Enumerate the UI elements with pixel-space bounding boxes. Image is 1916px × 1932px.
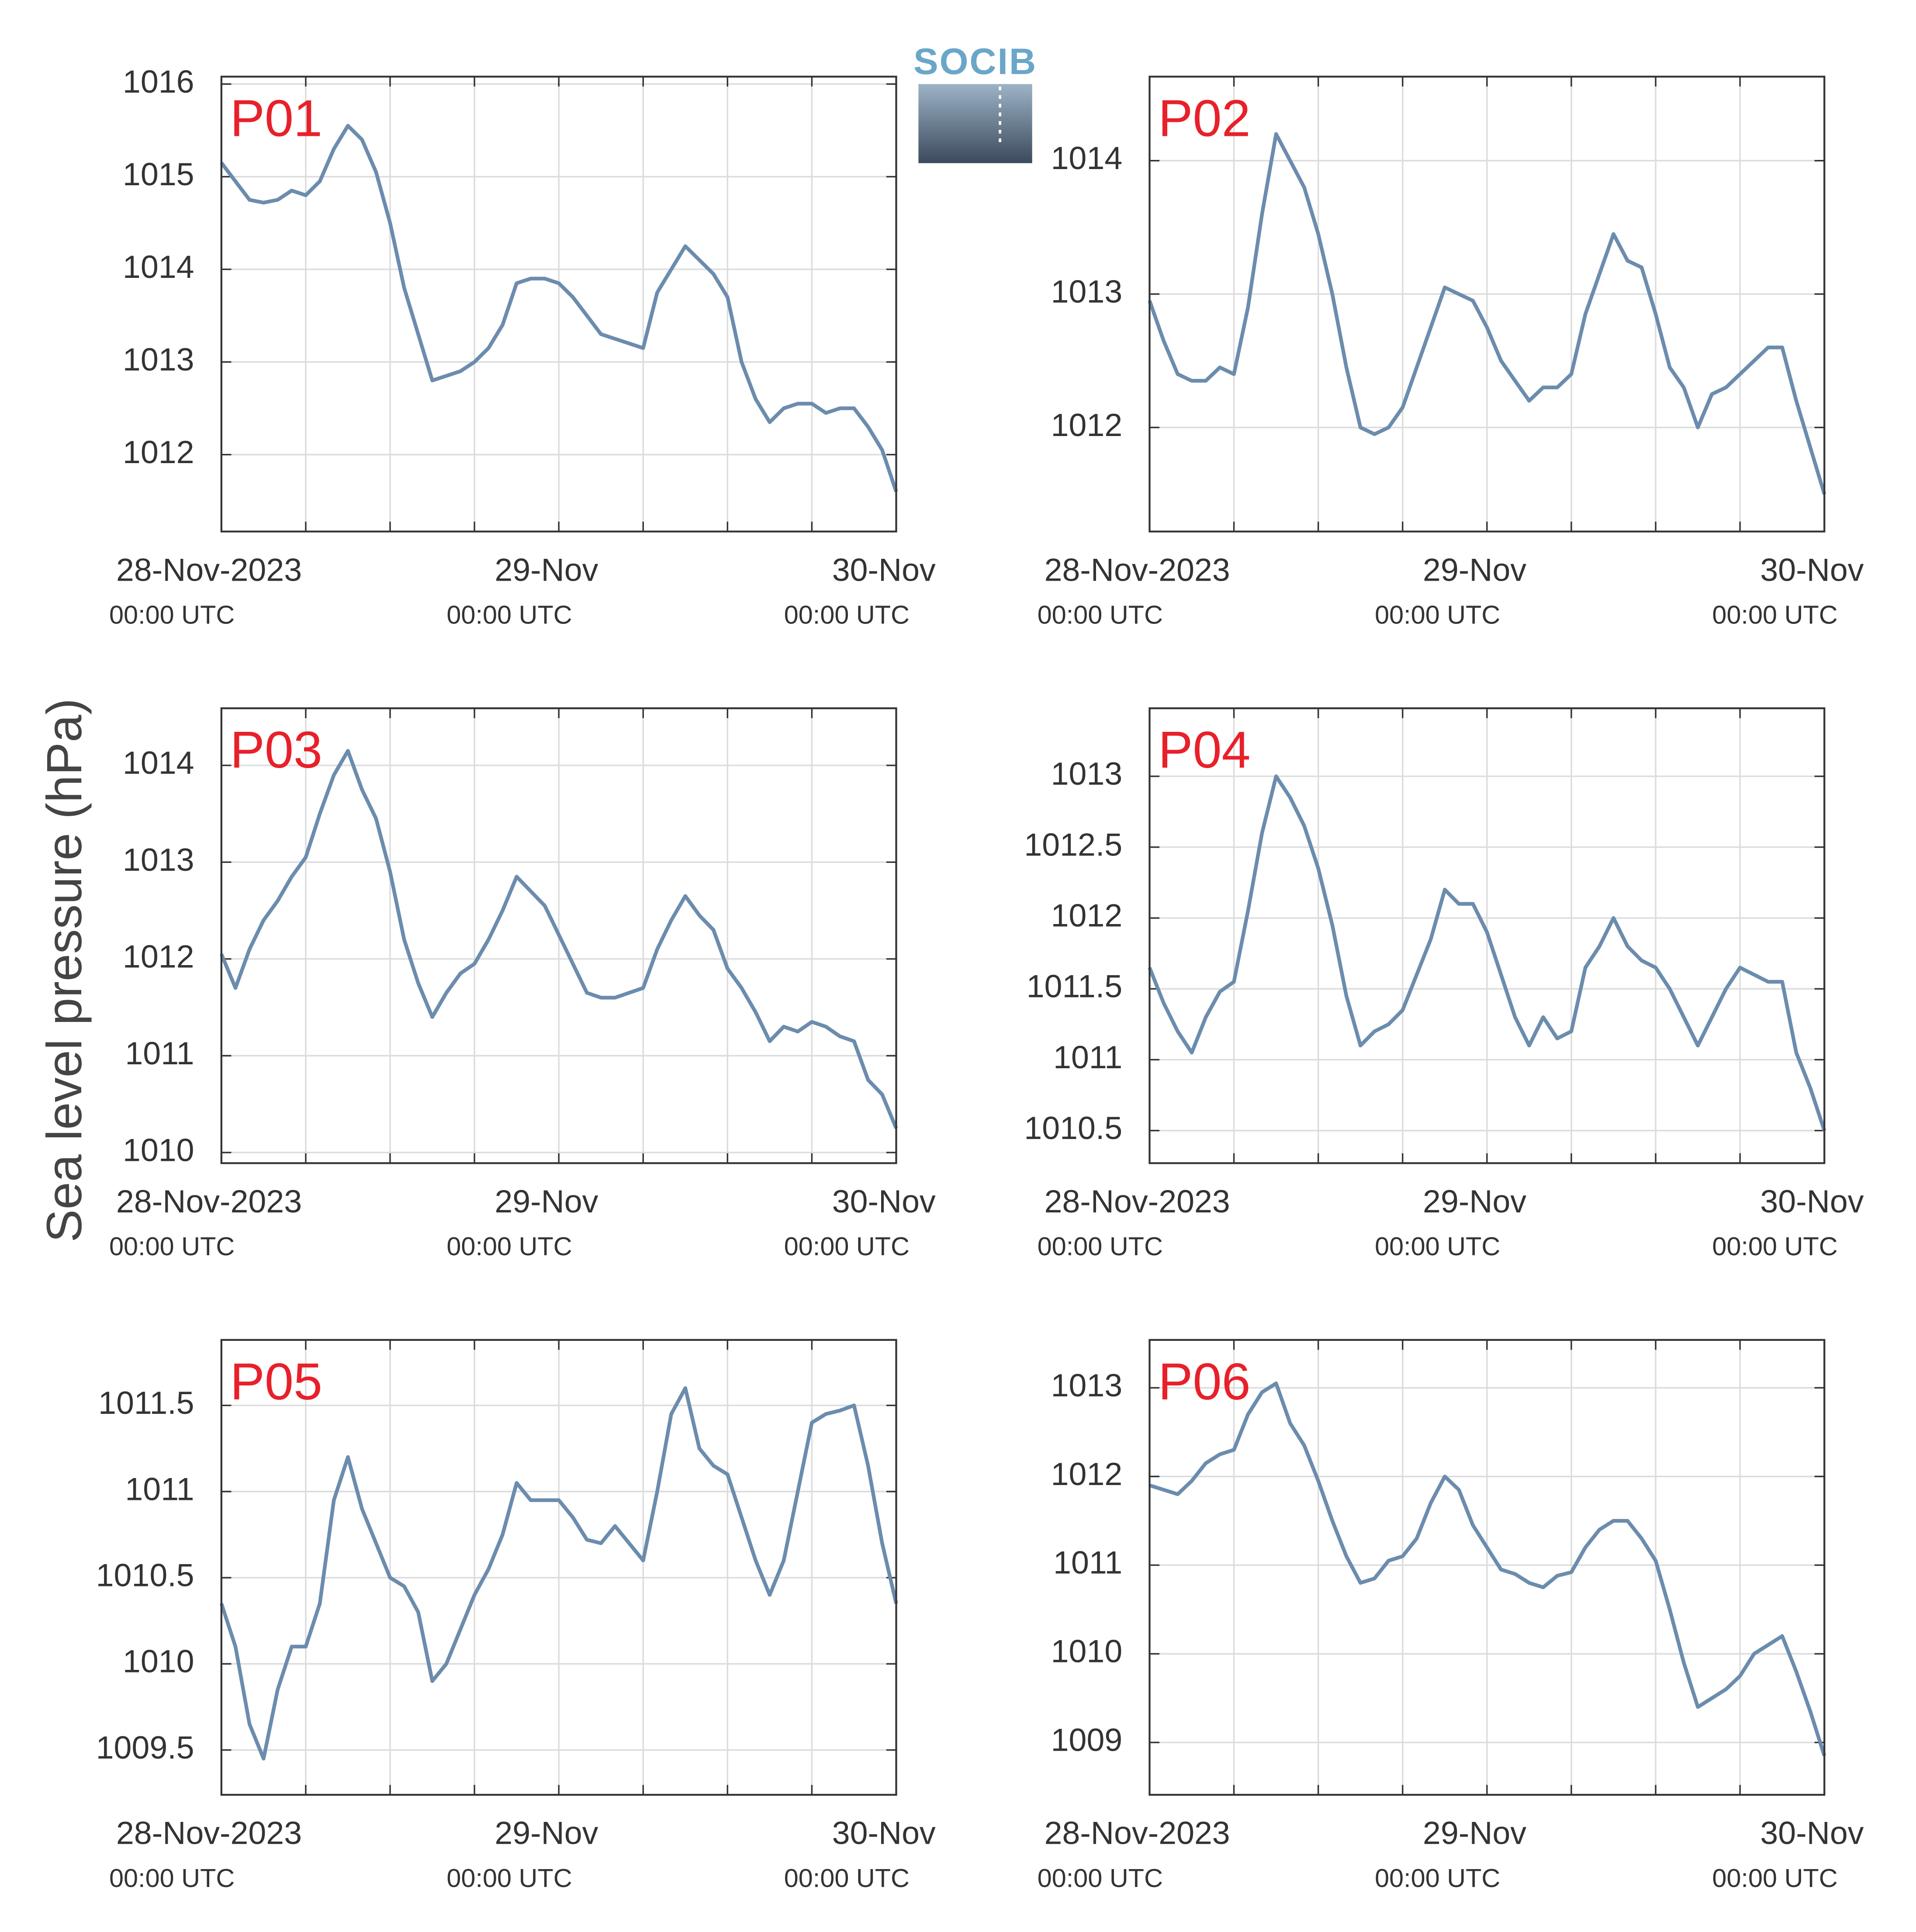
y-tick-label: 1012 — [1051, 407, 1123, 443]
x-tick-sublabel: 00:00 UTC — [1038, 600, 1163, 629]
x-tick-label: 30-Nov — [832, 1815, 936, 1851]
y-tick-label: 1009.5 — [96, 1729, 194, 1766]
x-tick-label: 28-Nov-2023 — [116, 1183, 302, 1219]
y-tick-label: 1012 — [123, 434, 194, 470]
data-line — [219, 1386, 898, 1761]
plot-frame — [220, 76, 897, 533]
x-tick-sublabel: 00:00 UTC — [784, 600, 910, 629]
x-tick-label: 29-Nov — [495, 1815, 598, 1851]
x-tick-label: 29-Nov — [1423, 1183, 1526, 1219]
logo-box — [918, 84, 1032, 163]
panel-label: P06 — [1158, 1353, 1250, 1411]
panel-label: P02 — [1158, 89, 1250, 147]
panel-label: P03 — [230, 721, 322, 779]
x-tick-sublabel: 00:00 UTC — [446, 600, 572, 629]
y-tick-label: 1012.5 — [1024, 826, 1122, 862]
x-tick-sublabel: 00:00 UTC — [1375, 1232, 1500, 1261]
y-tick-label: 1013 — [1051, 1367, 1123, 1403]
logo-text: SOCIB — [913, 41, 1037, 82]
y-tick-label: 1010.5 — [1024, 1110, 1122, 1146]
panel-label: P04 — [1158, 721, 1250, 779]
x-tick-sublabel: 00:00 UTC — [784, 1863, 910, 1893]
x-tick-label: 30-Nov — [1760, 1815, 1864, 1851]
y-tick-label: 1009 — [1051, 1722, 1123, 1758]
data-line — [220, 124, 898, 492]
x-tick-label: 29-Nov — [495, 551, 598, 588]
x-tick-sublabel: 00:00 UTC — [1375, 1863, 1500, 1893]
y-tick-label: 1011 — [1053, 1039, 1122, 1075]
panel: 1010 1011 1012 1013 1014 28-Nov-2023 00:00 UTC… — [109, 707, 936, 1261]
x-tick-label: 30-Nov — [1760, 1183, 1864, 1219]
x-tick-sublabel: 00:00 UTC — [1038, 1232, 1163, 1261]
y-tick-label: 1013 — [123, 841, 194, 878]
x-tick-sublabel: 00:00 UTC — [1038, 1863, 1163, 1893]
plot-frame — [220, 707, 897, 1164]
data-line — [1149, 1381, 1826, 1756]
x-tick-sublabel: 00:00 UTC — [1712, 1863, 1837, 1893]
y-tick-label: 1013 — [1051, 755, 1123, 792]
panel-label: P01 — [230, 89, 322, 147]
y-tick-label: 1012 — [1051, 897, 1123, 934]
y-tick-label: 1011.5 — [1027, 968, 1123, 1004]
y-tick-label: 1013 — [123, 341, 194, 377]
y-tick-label: 1012 — [1051, 1456, 1123, 1492]
y-tick-label: 1011 — [125, 1471, 194, 1507]
x-tick-sublabel: 00:00 UTC — [784, 1232, 910, 1261]
data-line — [219, 749, 898, 1129]
x-tick-sublabel: 00:00 UTC — [446, 1863, 572, 1893]
x-tick-label: 29-Nov — [1423, 1815, 1526, 1851]
x-tick-label: 30-Nov — [832, 1183, 936, 1219]
x-tick-label: 28-Nov-2023 — [1044, 1815, 1230, 1851]
plot-frame — [1148, 1339, 1826, 1796]
panel: 1009 1010 1011 1012 1013 28-Nov-2023 00:00 UTC… — [1038, 1339, 1864, 1893]
panel: 1012 1013 1014 1015 1016 28-Nov-2023 00:00 UTC… — [109, 63, 936, 630]
plot-frame — [1148, 707, 1826, 1164]
panel-label: P05 — [230, 1353, 322, 1411]
y-tick-label: 1016 — [123, 63, 194, 100]
y-axis-label: Sea level pressure (hPa) — [37, 698, 92, 1242]
panel: 1010.5 1011 1011.5 1012 1012.5 1013 28-Nov-202… — [1024, 707, 1864, 1261]
y-tick-label: 1011 — [125, 1035, 194, 1071]
y-tick-label: 1014 — [123, 249, 194, 285]
y-tick-label: 1014 — [1051, 140, 1123, 176]
x-tick-sublabel: 00:00 UTC — [109, 1232, 235, 1261]
y-tick-label: 1010 — [1051, 1633, 1123, 1669]
plot-frame — [1148, 76, 1826, 533]
y-tick-label: 1015 — [123, 156, 194, 192]
y-tick-label: 1013 — [1051, 274, 1123, 310]
x-tick-label: 28-Nov-2023 — [1044, 551, 1230, 588]
x-tick-sublabel: 00:00 UTC — [1712, 600, 1837, 629]
y-tick-label: 1010 — [123, 1132, 194, 1168]
y-tick-label: 1010.5 — [96, 1557, 194, 1593]
logo: SOCIB — [913, 41, 1037, 163]
y-tick-label: 1014 — [123, 744, 194, 781]
y-tick-label: 1010 — [123, 1643, 194, 1679]
x-tick-sublabel: 00:00 UTC — [1375, 600, 1500, 629]
x-tick-sublabel: 00:00 UTC — [1712, 1232, 1837, 1261]
y-tick-label: 1011.5 — [98, 1385, 194, 1421]
x-tick-label: 28-Nov-2023 — [1044, 1183, 1230, 1219]
x-tick-label: 28-Nov-2023 — [116, 1815, 302, 1851]
data-line — [1148, 774, 1826, 1131]
panel: 1012 1013 1014 28-Nov-2023 00:00 UTC 29-Nov 00… — [1038, 76, 1864, 629]
panel: 1009.5 1010 1010.5 1011 1011.5 28-Nov-2023 00:… — [96, 1339, 936, 1893]
x-tick-label: 30-Nov — [832, 551, 936, 588]
x-tick-label: 29-Nov — [1423, 551, 1526, 588]
x-tick-label: 29-Nov — [495, 1183, 598, 1219]
x-tick-label: 30-Nov — [1760, 551, 1864, 588]
x-tick-sublabel: 00:00 UTC — [109, 600, 235, 629]
y-tick-label: 1012 — [123, 938, 194, 974]
y-tick-label: 1011 — [1053, 1544, 1122, 1581]
data-line — [1148, 132, 1826, 495]
x-tick-sublabel: 00:00 UTC — [109, 1863, 235, 1893]
plot-frame — [220, 1339, 897, 1796]
x-tick-sublabel: 00:00 UTC — [446, 1232, 572, 1261]
x-tick-label: 28-Nov-2023 — [116, 551, 302, 588]
